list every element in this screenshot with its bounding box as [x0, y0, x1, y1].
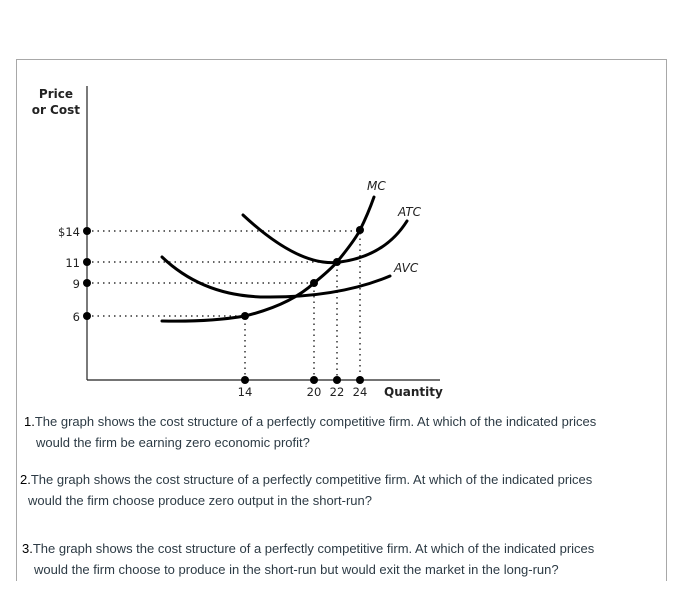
x-tick-24: 24 — [353, 385, 368, 399]
question-3: 3.The graph shows the cost structure of … — [22, 538, 594, 580]
cost-curve-chart: Price or Cost Quantity MC ATC AVC $14 11… — [32, 86, 443, 399]
question-number: 3. — [22, 541, 33, 556]
horizontal-guides — [92, 230, 360, 317]
atc-curve — [241, 213, 409, 265]
question-text-line1: The graph shows the cost structure of a … — [30, 472, 593, 487]
question-text-line1: The graph shows the cost structure of a … — [32, 541, 595, 556]
x-tick-22: 22 — [330, 385, 345, 399]
y-axis-points — [83, 227, 91, 320]
y-axis-title-line1: Price — [39, 87, 73, 101]
atc-label: ATC — [397, 205, 422, 219]
x-tick-14: 14 — [238, 385, 253, 399]
y-axis-title-line2: or Cost — [32, 103, 81, 117]
mc-curve — [160, 195, 376, 323]
question-text-line1: The graph shows the cost structure of a … — [34, 414, 597, 429]
question-1: 1.The graph shows the cost structure of … — [24, 411, 596, 453]
vertical-guides — [244, 233, 361, 378]
x-tick-20: 20 — [307, 385, 322, 399]
question-2: 2.The graph shows the cost structure of … — [20, 469, 592, 511]
mc-marked-points — [241, 226, 364, 320]
y-tick-14: $14 — [58, 225, 80, 239]
question-text-line2: would the firm choose to produce in the … — [34, 562, 559, 577]
mc-label: MC — [367, 179, 386, 193]
question-panel — [16, 59, 667, 581]
avc-curve — [160, 255, 392, 299]
question-text-line2: would the firm be earning zero economic … — [36, 435, 310, 450]
question-number: 1. — [24, 414, 35, 429]
x-axis-title: Quantity — [384, 385, 443, 399]
y-tick-11: 11 — [65, 256, 80, 270]
y-tick-9: 9 — [73, 277, 80, 291]
y-tick-6: 6 — [73, 310, 80, 324]
x-axis-points — [241, 376, 364, 384]
avc-label: AVC — [393, 261, 419, 275]
question-number: 2. — [20, 472, 31, 487]
question-text-line2: would the firm choose produce zero outpu… — [28, 493, 372, 508]
